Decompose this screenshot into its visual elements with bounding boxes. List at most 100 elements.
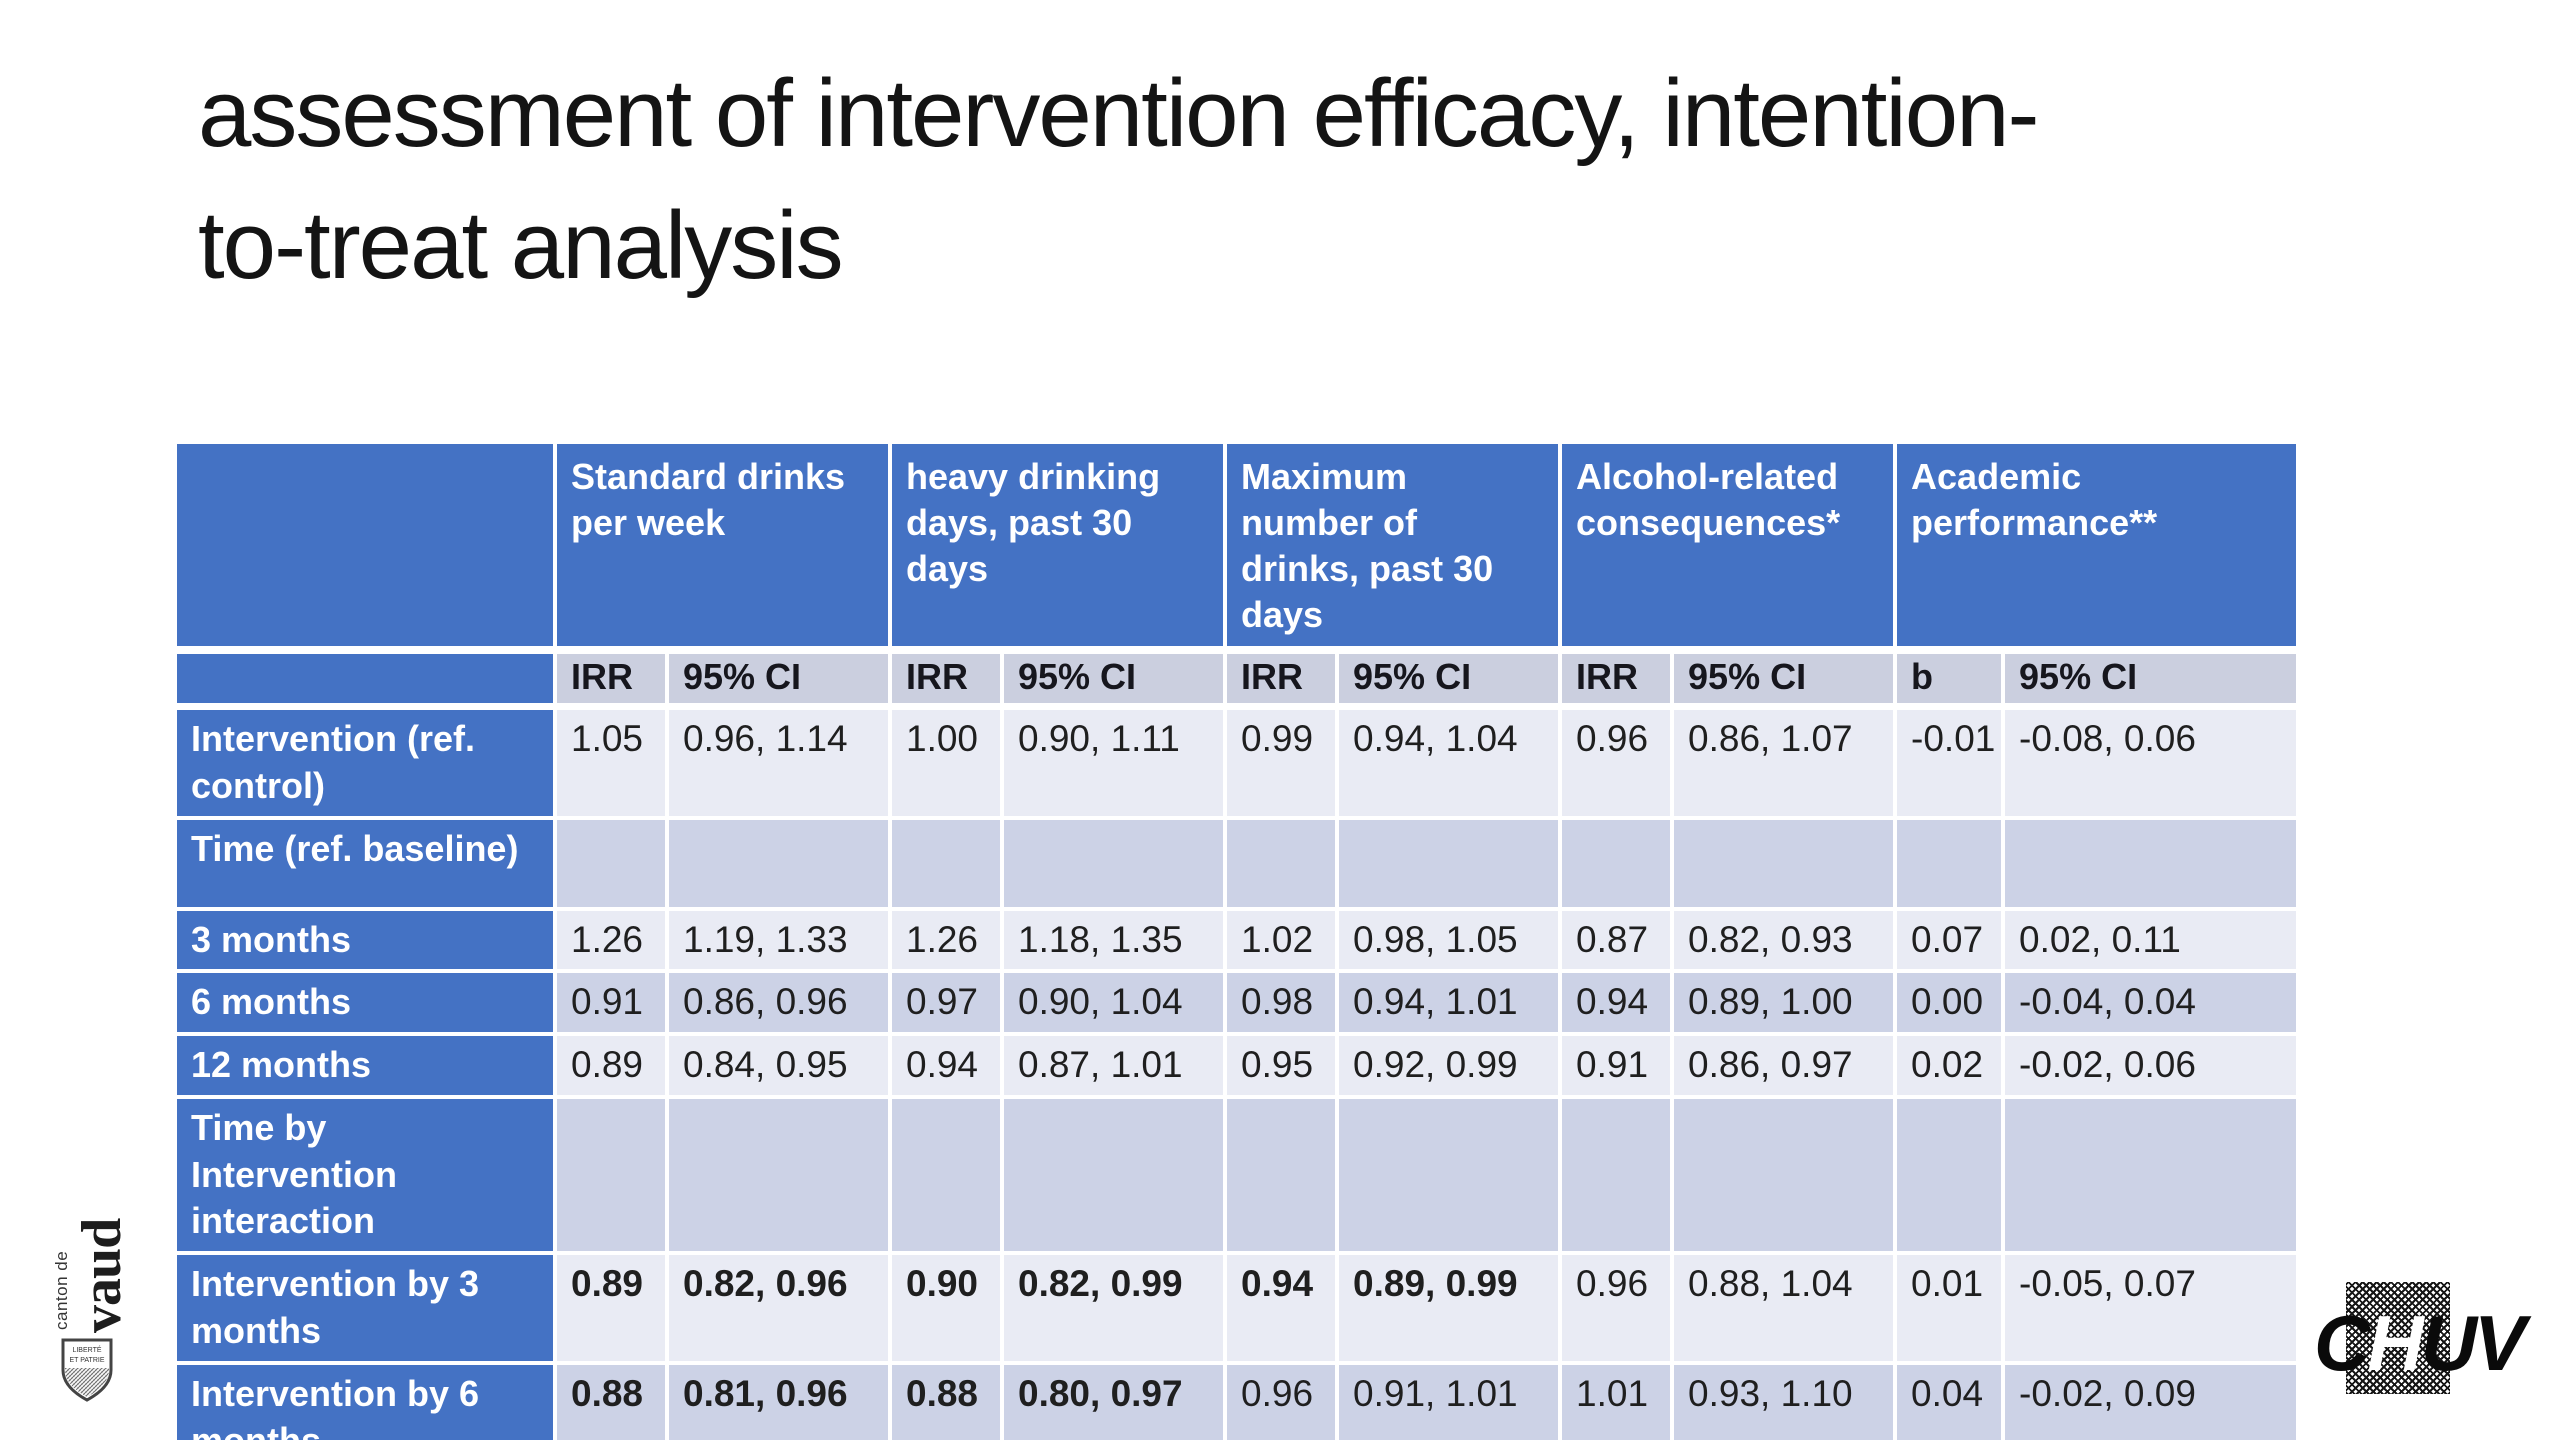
subheader-cell: 95% CI [2001, 648, 2301, 710]
results-table: Standard drinks per week heavy drinking d… [173, 439, 2301, 1440]
value-cell: 0.97 [888, 969, 1004, 1037]
row-label: Time (ref. baseline) [173, 815, 557, 911]
value-cell [553, 815, 669, 911]
value-cell [888, 1094, 1004, 1256]
value-cell [1893, 1094, 2006, 1256]
value-cell [1558, 1094, 1675, 1256]
value-cell: -0.02, 0.06 [2001, 1032, 2301, 1099]
column-group-header: Maximum number of drinks, past 30 days [1223, 439, 1563, 655]
vaud-logo-canton-de-text: canton de [52, 1250, 71, 1330]
value-cell: 0.88, 1.04 [1670, 1251, 1898, 1365]
value-cell: 0.02 [1893, 1032, 2006, 1099]
value-cell: 0.90 [888, 1251, 1004, 1365]
chuv-letter-c: C [2314, 1299, 2370, 1387]
value-cell [2001, 1094, 2301, 1256]
value-cell: 0.84, 0.95 [665, 1032, 892, 1099]
row-label: 6 months [173, 969, 557, 1037]
vaud-shield-motto-line2: ET PATRIE [69, 1357, 104, 1364]
value-cell: 0.82, 0.93 [1670, 906, 1898, 974]
column-group-header: Alcohol-related consequences* [1558, 439, 1898, 655]
chuv-logo-text: CHUV [2314, 1298, 2526, 1389]
value-cell [1558, 815, 1675, 911]
value-cell: 0.98, 1.05 [1335, 906, 1563, 974]
value-cell: 0.89, 0.99 [1335, 1251, 1563, 1365]
value-cell: -0.05, 0.07 [2001, 1251, 2301, 1365]
subheader-cell: IRR [1558, 648, 1675, 710]
table-row: Intervention by 3 months 0.89 0.82, 0.96 0.… [173, 1251, 2301, 1365]
value-cell: 0.00 [1893, 969, 2006, 1037]
value-cell: 1.18, 1.35 [999, 906, 1228, 974]
table-row: Time (ref. baseline) [173, 815, 2301, 911]
value-cell: 0.95 [1223, 1032, 1340, 1099]
value-cell: 0.92, 0.99 [1335, 1032, 1563, 1099]
row-label: Time by Intervention interaction [173, 1094, 557, 1256]
slide-title-line1: assessment of intervention efficacy, int… [198, 60, 2039, 167]
value-cell: 0.86, 1.07 [1670, 704, 1898, 820]
value-cell [999, 815, 1228, 911]
slide-title-line2: to-treat analysis [198, 192, 844, 300]
value-cell: 1.02 [1223, 906, 1340, 974]
value-cell [999, 1094, 1228, 1256]
subheader-cell: 95% CI [665, 648, 892, 710]
chuv-letter-h: H [2367, 1299, 2423, 1387]
row-label: 3 months [173, 906, 557, 974]
subheader-corner-cell [173, 648, 557, 710]
value-cell: 0.82, 0.99 [999, 1251, 1228, 1365]
value-cell [1670, 1094, 1898, 1256]
chuv-letter-u: U [2420, 1299, 2477, 1387]
value-cell [1335, 815, 1563, 911]
table-row: 12 months 0.89 0.84, 0.95 0.94 0.87, 1.01 0.9… [173, 1032, 2301, 1099]
value-cell: 0.90, 1.04 [999, 969, 1228, 1037]
value-cell [888, 815, 1004, 911]
value-cell: -0.04, 0.04 [2001, 969, 2301, 1037]
row-label: 12 months [173, 1032, 557, 1099]
value-cell [1670, 815, 1898, 911]
subheader-cell: 95% CI [999, 648, 1228, 710]
value-cell: 1.26 [888, 906, 1004, 974]
value-cell: 0.87 [1558, 906, 1675, 974]
value-cell [2001, 815, 2301, 911]
value-cell: 0.96, 1.14 [665, 704, 892, 820]
value-cell: 0.86, 0.97 [1670, 1032, 1898, 1099]
value-cell: 0.94 [1558, 969, 1675, 1037]
value-cell: 0.96 [1223, 1360, 1340, 1440]
subheader-cell: IRR [888, 648, 1004, 710]
table-row: 3 months 1.26 1.19, 1.33 1.26 1.18, 1.35 1.02… [173, 906, 2301, 974]
row-label: Intervention (ref. control) [173, 704, 557, 820]
value-cell [665, 815, 892, 911]
vaud-logo-vaud-text: vaud [71, 1218, 133, 1333]
value-cell: 0.90, 1.11 [999, 704, 1228, 820]
value-cell: 0.96 [1558, 704, 1675, 820]
value-cell: 0.96 [1558, 1251, 1675, 1365]
value-cell: 1.05 [553, 704, 669, 820]
chuv-logo: CHUV [2312, 1282, 2542, 1400]
value-cell [665, 1094, 892, 1256]
value-cell: -0.01 [1893, 704, 2006, 820]
value-cell: 0.80, 0.97 [999, 1360, 1228, 1440]
value-cell: 0.89 [553, 1251, 669, 1365]
value-cell: 0.91 [1558, 1032, 1675, 1099]
column-group-header: Academic performance** [1893, 439, 2301, 655]
value-cell: 0.88 [888, 1360, 1004, 1440]
value-cell: 1.01 [1558, 1360, 1675, 1440]
table-row: 6 months 0.91 0.86, 0.96 0.97 0.90, 1.04 0.98… [173, 969, 2301, 1037]
value-cell: 0.07 [1893, 906, 2006, 974]
table-row: Intervention (ref. control) 1.05 0.96, 1.1… [173, 704, 2301, 820]
value-cell: 0.94, 1.04 [1335, 704, 1563, 820]
value-cell: 0.89, 1.00 [1670, 969, 1898, 1037]
corner-cell [173, 439, 557, 655]
value-cell: 0.02, 0.11 [2001, 906, 2301, 974]
value-cell: 0.04 [1893, 1360, 2006, 1440]
table-row: Time by Intervention interaction [173, 1094, 2301, 1256]
slide-title: assessment of intervention efficacy, int… [198, 48, 2039, 313]
value-cell: 0.94, 1.01 [1335, 969, 1563, 1037]
vaud-shield-motto-line1: LIBERTÉ [72, 1345, 101, 1354]
value-cell [1223, 1094, 1340, 1256]
vaud-logo: canton de vaud LIBERTÉ ET PATRIE [46, 1190, 166, 1405]
value-cell: 0.87, 1.01 [999, 1032, 1228, 1099]
value-cell: 0.91 [553, 969, 669, 1037]
subheader-cell: 95% CI [1335, 648, 1563, 710]
chuv-hatch-block [2346, 1282, 2450, 1394]
